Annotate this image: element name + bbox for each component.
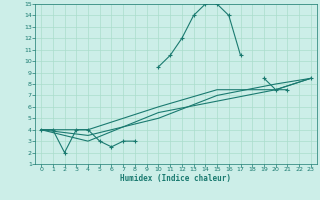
X-axis label: Humidex (Indice chaleur): Humidex (Indice chaleur) xyxy=(121,174,231,183)
